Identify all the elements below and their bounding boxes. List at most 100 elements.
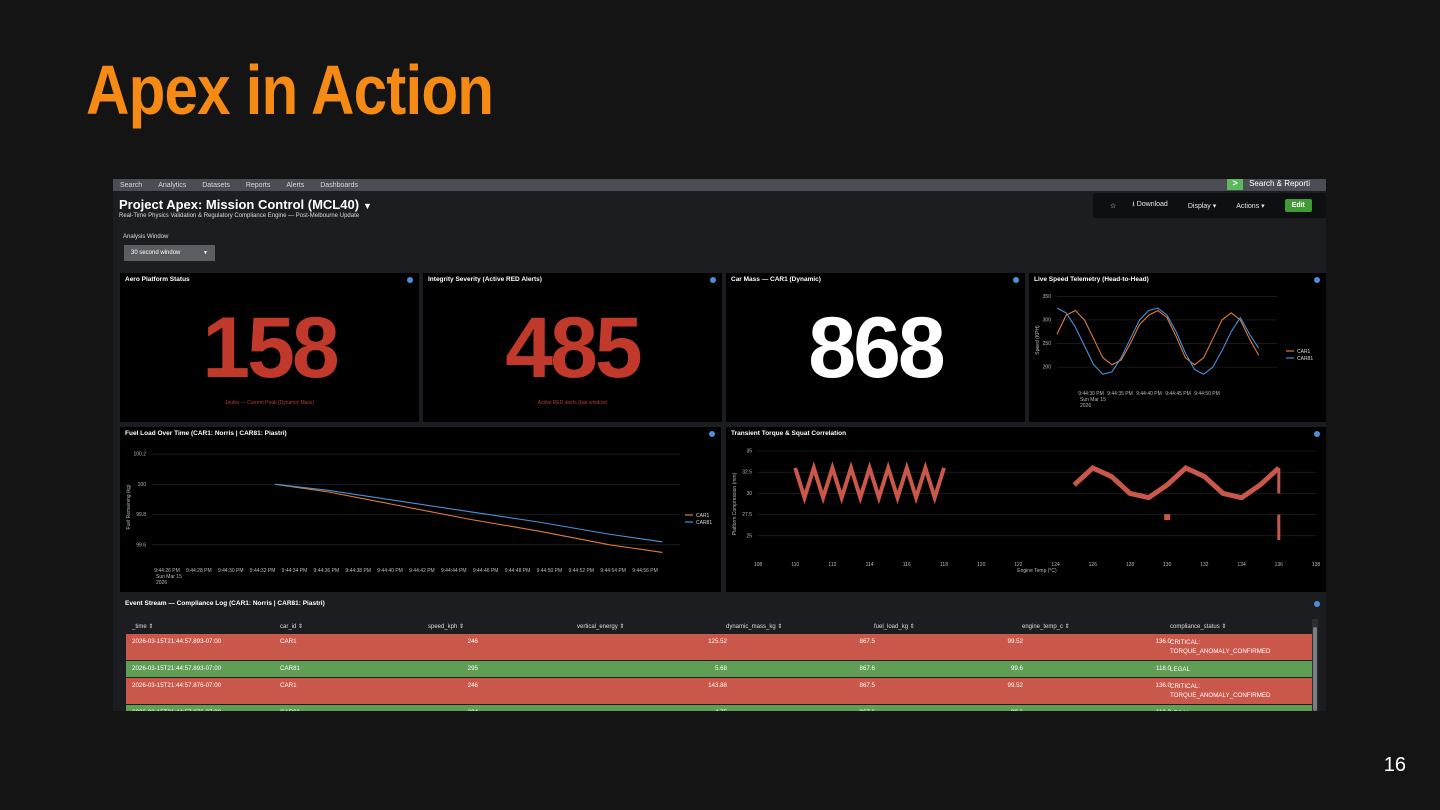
x-tick-label: 108 — [754, 562, 763, 568]
dashboard-title-text: Project Apex: Mission Control (MCL40) — [119, 197, 360, 212]
table-cell: 246 — [467, 682, 478, 689]
app-brand[interactable]: > Search & Reporti — [1227, 179, 1326, 190]
series-line — [275, 483, 663, 553]
display-button[interactable]: Display ▾ — [1187, 202, 1217, 210]
table-cell: 118.0 — [1155, 665, 1171, 672]
panel-title: Car Mass — CAR1 (Dynamic) — [731, 276, 821, 283]
table-row[interactable]: 2026-03-15T21:44:57.893-07:00 CAR1 246 125.… — [126, 634, 1312, 660]
info-icon[interactable] — [710, 277, 716, 283]
nav-analytics[interactable]: Analytics — [158, 181, 187, 189]
info-icon[interactable] — [709, 431, 715, 437]
compliance-status: CRITICAL: TORQUE_ANOMALY_CONFIRMED — [1170, 638, 1271, 656]
x-tick-label: 124 — [1051, 562, 1060, 568]
table-cell: 2026-03-15T21:44:57.876-07:00 — [132, 709, 221, 711]
info-icon[interactable] — [1013, 277, 1019, 283]
compliance-status: CRITICAL: TORQUE_ANOMALY_CONFIRMED — [1170, 682, 1271, 700]
y-axis-label: Fuel Remaining (kg) — [126, 484, 132, 529]
compliance-line-1: LEGAL — [1170, 709, 1190, 711]
table-row[interactable]: 2026-03-15T21:44:57.876-07:00 CAR81 294 4.7… — [126, 705, 1312, 711]
x-tick-label: 9:44:34 PM — [282, 568, 308, 574]
col-vertical-energy[interactable]: vertical_energy ⇕ — [577, 624, 625, 630]
caret-down-icon: ▼ — [363, 201, 372, 211]
info-icon[interactable] — [407, 277, 413, 283]
table-cell: 867.5 — [859, 682, 875, 689]
dashboard-subtitle: Real-Time Physics Validation & Regulator… — [119, 213, 360, 219]
x-tick-label: 9:44:30 PM — [1078, 391, 1104, 397]
actions-button[interactable]: Actions ▾ — [1236, 202, 1265, 210]
analysis-window-select[interactable]: 30 second window ▼ — [124, 245, 215, 261]
aero-caption: Joules — Current Peak (Dynamic Mass) — [224, 400, 315, 406]
table-cell: 867.6 — [725, 709, 875, 711]
x-tick-label: 9:44:35 PM — [1107, 391, 1133, 397]
table-cell: 99.6 — [1010, 665, 1023, 672]
panel-mass: Car Mass — CAR1 (Dynamic) 868 — [726, 273, 1025, 422]
x-tick-label: 9:44:38 PM — [345, 568, 371, 574]
x-tick-label: 130 — [1163, 562, 1172, 568]
table-cell: CAR81 — [280, 665, 300, 672]
nav-alerts[interactable]: Alerts — [286, 181, 305, 189]
y-tick-label: 27.5 — [742, 512, 752, 518]
x-tick-label: 9:44:56 PM — [632, 568, 658, 574]
x-tick-label: 118 — [940, 562, 948, 568]
table-cell: 867.5 — [859, 638, 875, 645]
col-speed[interactable]: speed_kph ⇕ — [428, 624, 465, 630]
y-tick-label: 100.2 — [133, 452, 146, 458]
edit-button[interactable]: Edit — [1284, 199, 1312, 212]
dashboard-toolbar: ☆ ⭳ Download Display ▾ Actions ▾ Edit — [1093, 193, 1326, 218]
panel-title: Integrity Severity (Active RED Alerts) — [428, 276, 542, 283]
app-logo-icon: > — [1227, 179, 1244, 190]
table-cell: 2026-03-15T21:44:57.893-07:00 — [132, 665, 222, 672]
info-icon[interactable] — [1314, 431, 1320, 437]
download-button[interactable]: ⭳ Download — [1132, 200, 1168, 211]
x-tick-label: 9:44:44 PM — [441, 568, 467, 574]
compliance-line-1: CRITICAL: — [1170, 683, 1200, 690]
x-tick-label: 112 — [828, 562, 836, 568]
x-tick-label: Sun Mar 15 — [1080, 397, 1106, 403]
col-car-id[interactable]: car_id ⇕ — [280, 624, 304, 630]
compliance-line-2: TORQUE_ANOMALY_CONFIRMED — [1170, 692, 1271, 699]
col-time[interactable]: _time ⇕ — [132, 624, 154, 630]
compliance-line-2: TORQUE_ANOMALY_CONFIRMED — [1170, 648, 1271, 655]
col-compliance[interactable]: compliance_status ⇕ — [1170, 624, 1227, 630]
star-icon[interactable]: ☆ — [1110, 202, 1117, 210]
nav-search[interactable]: Search — [120, 181, 143, 189]
download-icon: ⭳ — [1132, 201, 1137, 208]
y-tick-label: 99.6 — [136, 542, 146, 548]
top-nav: Search Analytics Datasets Reports Alerts… — [113, 179, 1326, 191]
x-tick-label: 9:44:32 PM — [250, 568, 276, 574]
x-tick-label: 110 — [791, 562, 799, 568]
info-icon[interactable] — [1314, 601, 1320, 607]
y-tick-label: 99.8 — [136, 512, 146, 518]
compliance-status: LEGAL — [1170, 665, 1190, 674]
analysis-window-label: Analysis Window — [123, 234, 169, 240]
nav-reports[interactable]: Reports — [245, 181, 271, 189]
nav-datasets[interactable]: Datasets — [202, 181, 230, 189]
y-tick-label: 25 — [746, 533, 752, 539]
x-tick-label: 120 — [977, 562, 986, 568]
x-tick-label: 128 — [1126, 562, 1135, 568]
table-cell: 4.75 — [577, 709, 727, 711]
col-engine-temp[interactable]: engine_temp_c ⇕ — [1022, 624, 1070, 630]
table-row[interactable]: 2026-03-15T21:44:57.876-07:00 CAR1 246 143.… — [126, 678, 1312, 704]
table-row[interactable]: 2026-03-15T21:44:57.893-07:00 CAR81 295 5.6… — [126, 661, 1312, 677]
x-tick-label: 9:44:30 PM — [218, 568, 244, 574]
aero-value: 158 — [202, 300, 340, 396]
nav-dashboards[interactable]: Dashboards — [320, 181, 358, 189]
table-cell: 294 — [328, 709, 478, 711]
col-fuel-load[interactable]: fuel_load_kg ⇕ — [874, 624, 915, 630]
x-tick-label: 132 — [1200, 562, 1209, 568]
table-cell: 125.52 — [708, 638, 727, 645]
table-cell: 2026-03-15T21:44:57.893-07:00 — [132, 638, 222, 645]
col-dynamic-mass[interactable]: dynamic_mass_kg ⇕ — [726, 624, 783, 630]
series-line — [275, 483, 663, 543]
scroll-thumb[interactable] — [1313, 627, 1317, 711]
info-icon[interactable] — [1314, 277, 1320, 283]
y-tick-label: 350 — [1043, 294, 1052, 300]
dashboard-title[interactable]: Project Apex: Mission Control (MCL40) ▼ — [119, 197, 372, 212]
x-axis-label: Engine Temp (°C) — [1017, 568, 1057, 574]
table-scrollbar[interactable] — [1312, 619, 1318, 711]
table-cell: 5.68 — [714, 665, 727, 672]
x-tick-label: 136 — [1275, 562, 1284, 568]
